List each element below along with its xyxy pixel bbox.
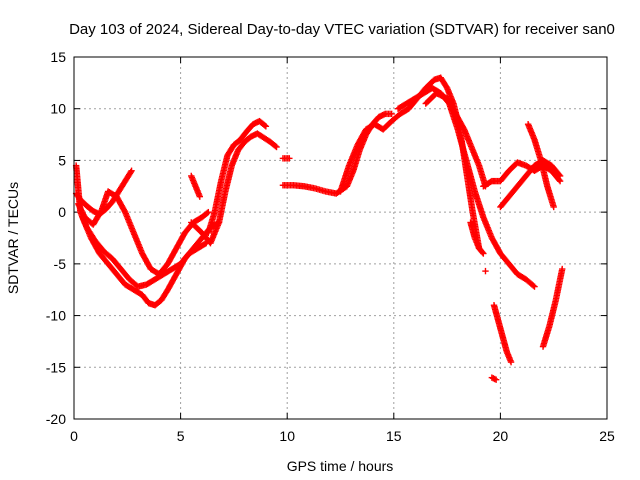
grid-layer: [74, 57, 607, 419]
data-point: [196, 193, 203, 200]
data-point: [205, 208, 212, 216]
y-tick-labels: 15 10 5 0 -5 -10 -15 -20: [46, 49, 66, 427]
data-point: [201, 240, 209, 248]
data-point: [550, 203, 557, 211]
plot-frame: [73, 56, 608, 420]
y-axis-label: SDTVAR / TECUs: [5, 182, 21, 294]
y-tick-label: -20: [46, 411, 66, 427]
x-tick-label: 20: [493, 428, 509, 444]
data-point: [262, 123, 270, 130]
data-point: [128, 167, 135, 174]
y-tick-label: 0: [58, 204, 66, 220]
data-point: [479, 249, 486, 256]
data-point: [272, 142, 279, 150]
x-tick-label: 0: [70, 428, 78, 444]
y-tick-label: -15: [46, 359, 66, 375]
x-tick-labels: 0 5 10 15 20 25: [70, 428, 615, 444]
data-point: [480, 250, 487, 257]
x-tick-label: 5: [177, 428, 185, 444]
data-point: [530, 282, 537, 289]
data-point: [492, 376, 500, 383]
y-tick-label: 10: [50, 101, 66, 117]
data-point: [482, 267, 489, 275]
data-points: [72, 74, 566, 383]
x-tick-label: 25: [599, 428, 615, 444]
y-tick-label: 15: [50, 49, 66, 65]
y-tick-label: -5: [54, 256, 67, 272]
data-point: [273, 143, 280, 151]
data-point: [388, 110, 395, 118]
data-point: [559, 265, 566, 273]
tick-layer: [73, 56, 608, 420]
data-point: [286, 155, 293, 162]
x-tick-label: 10: [279, 428, 295, 444]
y-tick-label: 5: [58, 152, 66, 168]
data-point: [261, 122, 269, 129]
chart-title: Day 103 of 2024, Sidereal Day-to-day VTE…: [69, 21, 615, 38]
data-point: [127, 168, 134, 176]
x-tick-label: 15: [386, 428, 402, 444]
y-tick-label: -10: [46, 308, 66, 324]
data-point: [531, 283, 538, 290]
x-axis-label: GPS time / hours: [287, 458, 394, 474]
data-point: [556, 172, 564, 180]
data-point: [555, 171, 563, 178]
data-point: [204, 209, 211, 217]
data-point: [507, 358, 515, 366]
